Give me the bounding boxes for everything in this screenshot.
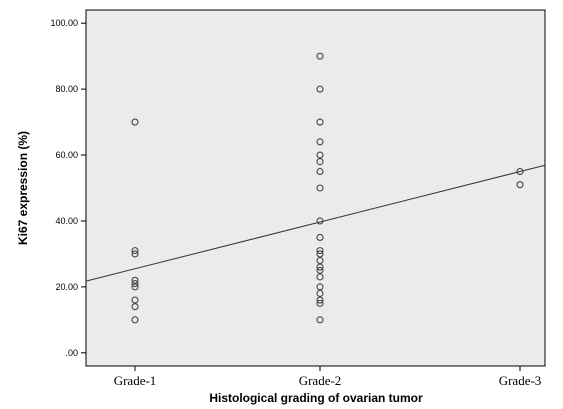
- x-tick-label: Grade-2: [299, 373, 342, 388]
- data-point: [131, 276, 139, 284]
- data-point: [131, 280, 139, 288]
- data-point: [316, 167, 324, 176]
- y-tick-label: 20.00: [55, 282, 78, 292]
- y-tick-label: 40.00: [55, 216, 78, 226]
- data-point: [131, 118, 139, 126]
- data-point: [316, 299, 324, 307]
- data-point: [131, 250, 139, 258]
- x-tick-label: Grade-1: [114, 373, 157, 388]
- fit-line-layer: [85, 164, 546, 282]
- data-point: [131, 247, 139, 255]
- data-point: [316, 52, 324, 60]
- y-axis-title: Ki67 expression (%): [16, 131, 30, 245]
- y-axis: .00 20.00 40.00 60.00 80.00 100.00: [50, 18, 86, 358]
- data-point: [131, 283, 139, 291]
- data-point: [316, 316, 324, 324]
- data-point: [316, 118, 324, 126]
- x-tick-label: Grade-3: [499, 373, 542, 388]
- data-point: [316, 273, 324, 281]
- data-point: [316, 217, 324, 225]
- data-point: [316, 151, 324, 159]
- data-point: [316, 289, 324, 298]
- data-point: [316, 250, 324, 258]
- data-point: [316, 263, 324, 271]
- y-tick-label: 100.00: [50, 18, 78, 28]
- y-tick-label: 60.00: [55, 150, 78, 160]
- data-point: [316, 283, 324, 291]
- data-point: [316, 296, 324, 304]
- data-point: [316, 184, 324, 192]
- y-tick-label: 80.00: [55, 84, 78, 94]
- data-point: [516, 181, 524, 189]
- data-point: [131, 296, 139, 304]
- data-point: [316, 266, 324, 274]
- data-point: [316, 85, 324, 93]
- data-point: [316, 233, 324, 241]
- data-point: [316, 247, 324, 255]
- data-point: [516, 167, 524, 176]
- plot-area: [85, 9, 546, 367]
- data-point: [131, 303, 139, 311]
- points-layer: [131, 52, 524, 324]
- data-point: [316, 256, 324, 265]
- x-axis: Grade-1 Grade-2 Grade-3: [114, 366, 542, 388]
- x-axis-title: Histological grading of ovarian tumor: [209, 391, 423, 405]
- y-tick-label: .00: [65, 348, 78, 358]
- data-point: [316, 138, 324, 146]
- data-point: [316, 158, 324, 166]
- data-point: [131, 316, 139, 324]
- fit-line: [85, 164, 546, 282]
